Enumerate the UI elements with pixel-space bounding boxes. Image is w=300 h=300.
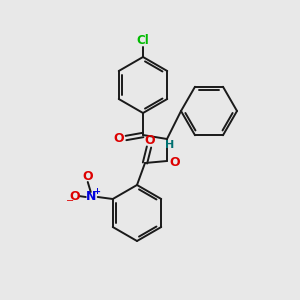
Text: O: O bbox=[170, 157, 180, 169]
Text: H: H bbox=[165, 140, 175, 150]
Text: Cl: Cl bbox=[136, 34, 149, 46]
Text: O: O bbox=[114, 131, 124, 145]
Text: O: O bbox=[82, 169, 93, 182]
Text: N: N bbox=[85, 190, 96, 203]
Text: +: + bbox=[93, 188, 100, 196]
Text: O: O bbox=[145, 134, 155, 146]
Text: −: − bbox=[66, 196, 74, 206]
Text: O: O bbox=[69, 190, 80, 202]
